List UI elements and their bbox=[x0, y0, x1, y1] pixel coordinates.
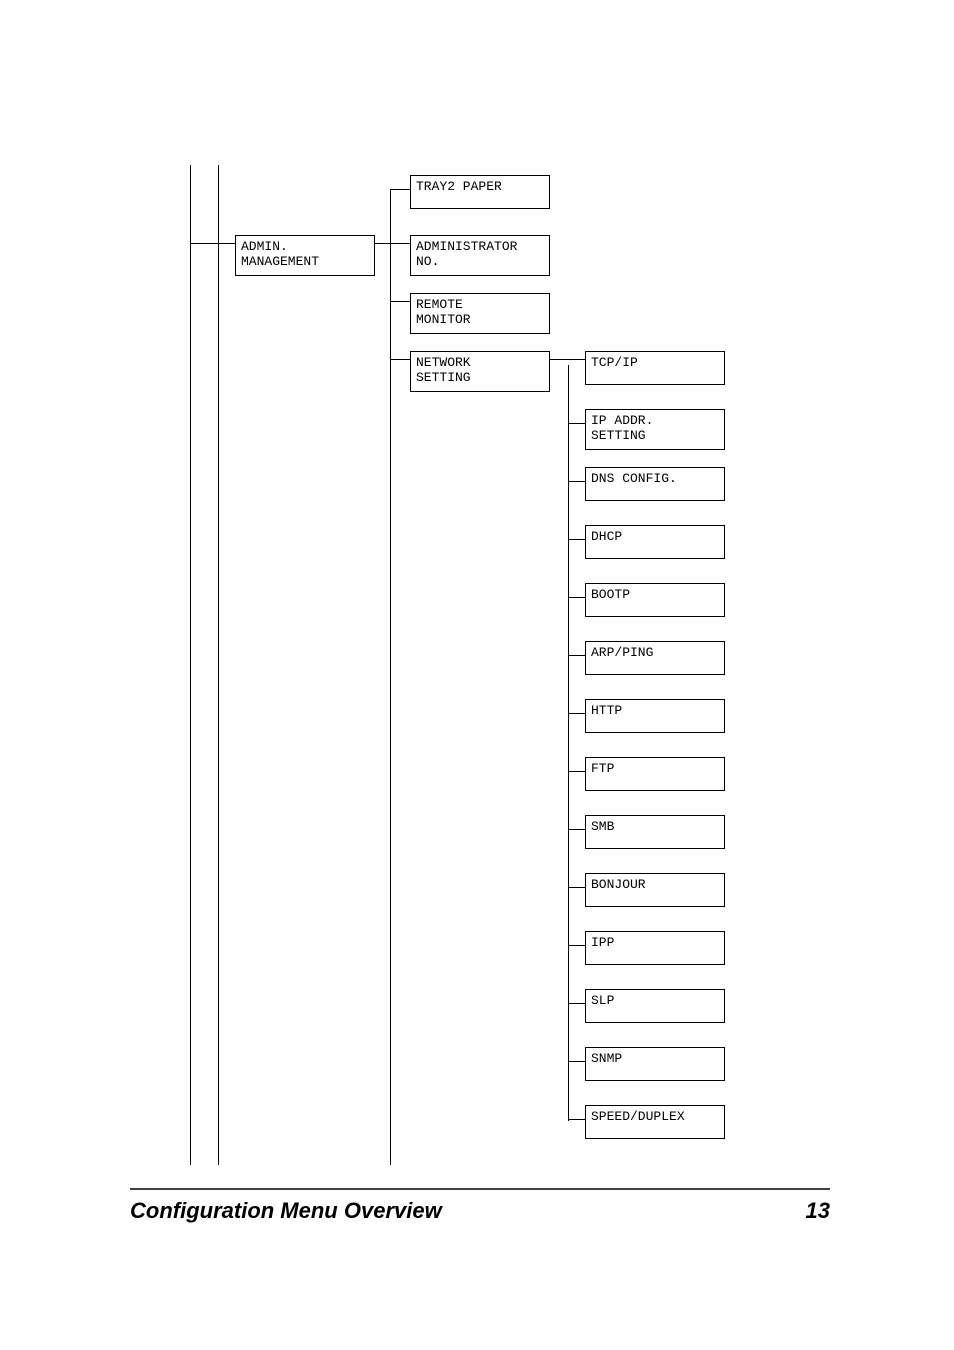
node-tcpip: TCP/IP bbox=[585, 351, 725, 385]
node-label: ADMIN. MANAGEMENT bbox=[241, 239, 319, 269]
trunk-col1 bbox=[218, 165, 219, 1165]
node-network-setting: NETWORK SETTING bbox=[410, 351, 550, 392]
footer-title: Configuration Menu Overview bbox=[130, 1198, 442, 1224]
edge bbox=[190, 243, 235, 244]
node-dhcp: DHCP bbox=[585, 525, 725, 559]
edge bbox=[568, 713, 585, 714]
node-ip-addr-setting: IP ADDR. SETTING bbox=[585, 409, 725, 450]
node-label: BONJOUR bbox=[591, 877, 646, 892]
node-label: SPEED/DUPLEX bbox=[591, 1109, 685, 1124]
node-smb: SMB bbox=[585, 815, 725, 849]
footer-rule bbox=[130, 1188, 830, 1190]
edge bbox=[568, 423, 585, 424]
node-label: ARP/PING bbox=[591, 645, 653, 660]
node-ipp: IPP bbox=[585, 931, 725, 965]
trunk-col3 bbox=[568, 365, 569, 1121]
node-dns-config: DNS CONFIG. bbox=[585, 467, 725, 501]
node-tray2-paper: TRAY2 PAPER bbox=[410, 175, 550, 209]
node-label: DNS CONFIG. bbox=[591, 471, 677, 486]
node-label: TCP/IP bbox=[591, 355, 638, 370]
node-label: SLP bbox=[591, 993, 614, 1008]
node-ftp: FTP bbox=[585, 757, 725, 791]
edge bbox=[568, 1061, 585, 1062]
node-label: SNMP bbox=[591, 1051, 622, 1066]
node-remote-monitor: REMOTE MONITOR bbox=[410, 293, 550, 334]
node-http: HTTP bbox=[585, 699, 725, 733]
node-label: IPP bbox=[591, 935, 614, 950]
edge bbox=[568, 539, 585, 540]
edge bbox=[568, 829, 585, 830]
node-arp-ping: ARP/PING bbox=[585, 641, 725, 675]
edge bbox=[568, 655, 585, 656]
menu-tree-diagram: ADMIN. MANAGEMENT TRAY2 PAPER ADMINISTRA… bbox=[190, 175, 780, 1165]
edge bbox=[390, 189, 410, 190]
node-admin-management: ADMIN. MANAGEMENT bbox=[235, 235, 375, 276]
edge bbox=[568, 1119, 585, 1120]
edge bbox=[390, 301, 410, 302]
node-slp: SLP bbox=[585, 989, 725, 1023]
edge bbox=[568, 945, 585, 946]
edge bbox=[375, 243, 410, 244]
trunk-col2 bbox=[390, 189, 391, 1165]
page-number: 13 bbox=[806, 1198, 830, 1224]
node-bonjour: BONJOUR bbox=[585, 873, 725, 907]
node-administrator-no: ADMINISTRATOR NO. bbox=[410, 235, 550, 276]
node-bootp: BOOTP bbox=[585, 583, 725, 617]
node-label: IP ADDR. SETTING bbox=[591, 413, 653, 443]
node-label: SMB bbox=[591, 819, 614, 834]
edge bbox=[568, 597, 585, 598]
trunk-parent bbox=[190, 165, 191, 1165]
edge bbox=[568, 887, 585, 888]
node-label: ADMINISTRATOR NO. bbox=[416, 239, 517, 269]
node-speed-duplex: SPEED/DUPLEX bbox=[585, 1105, 725, 1139]
edge bbox=[390, 359, 410, 360]
edge bbox=[568, 481, 585, 482]
node-label: TRAY2 PAPER bbox=[416, 179, 502, 194]
node-label: REMOTE MONITOR bbox=[416, 297, 471, 327]
node-snmp: SNMP bbox=[585, 1047, 725, 1081]
node-label: FTP bbox=[591, 761, 614, 776]
node-label: NETWORK SETTING bbox=[416, 355, 471, 385]
node-label: DHCP bbox=[591, 529, 622, 544]
node-label: BOOTP bbox=[591, 587, 630, 602]
edge bbox=[550, 359, 585, 360]
edge bbox=[568, 771, 585, 772]
node-label: HTTP bbox=[591, 703, 622, 718]
edge bbox=[568, 1003, 585, 1004]
